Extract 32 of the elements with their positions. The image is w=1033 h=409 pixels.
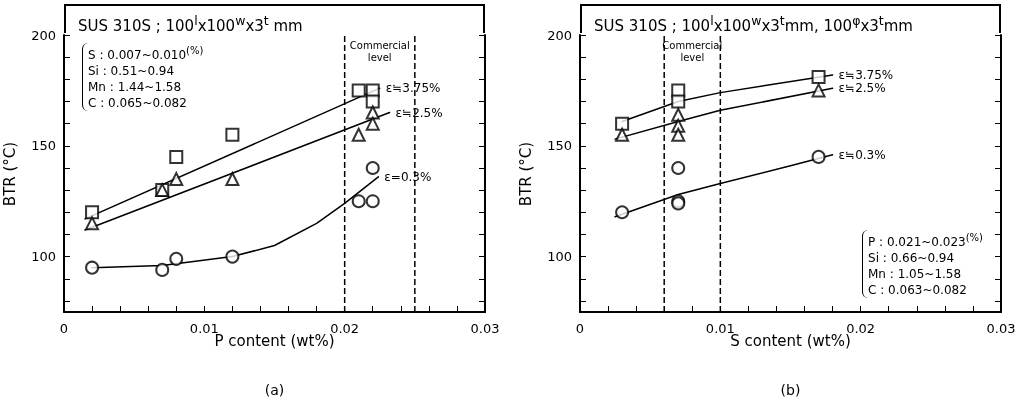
series-label: ε≒3.75% xyxy=(838,67,894,82)
y-tick-label: 200 xyxy=(31,27,56,43)
annotation: Si : 0.51~0.94 xyxy=(88,63,176,79)
text: (a) xyxy=(263,382,286,398)
chart-title: SUS 310S ; 100$^{l}$x100$^{w}$x3$^{t}$ mm xyxy=(64,4,485,35)
annotation: C : 0.065~0.082 xyxy=(88,95,188,111)
x-tick-label: 0.03 xyxy=(986,321,1016,336)
x-tick-label: 0.03 xyxy=(470,321,500,336)
y-axis-title: BTR (°C) xyxy=(517,141,536,206)
series-label: ε=0.3% xyxy=(384,169,432,184)
y-tick-label: 200 xyxy=(547,27,572,43)
y-tick-label: 150 xyxy=(547,138,572,154)
chart-title: SUS 310S ; 100$^{l}$x100$^{w}$x3$^{t}$mm, 100$^{φ}$x3$^{t}$mm xyxy=(594,13,913,35)
x-tick-label: 0 xyxy=(575,321,585,336)
annotation: Commercial level xyxy=(662,39,723,63)
series-label: ε≒2.5% xyxy=(395,105,443,120)
y-tick-label: 150 xyxy=(31,138,56,154)
series-label: ε≒3.75% xyxy=(385,81,441,96)
annotation: Si : 0.66~0.94 xyxy=(868,250,956,266)
annotation: P : 0.021~0.023$^{(%)}$ xyxy=(868,231,983,250)
y-axis-title: BTR (°C) xyxy=(1,141,20,206)
series-label: ε≒2.5% xyxy=(838,81,886,96)
annotation: S : 0.007~0.010$^{(%)}$ xyxy=(88,44,204,63)
text: (b) xyxy=(779,382,802,398)
annotation: Commercial level xyxy=(349,39,410,63)
x-tick-label: 0 xyxy=(59,321,69,336)
y-tick-label: 100 xyxy=(31,249,56,265)
series-label: ε≒0.3% xyxy=(838,147,886,162)
y-tick-label: 100 xyxy=(547,249,572,265)
annotation: Mn : 1.05~1.58 xyxy=(868,266,963,282)
annotation: C : 0.063~0.082 xyxy=(868,282,968,298)
annotation: Mn : 1.44~1.58 xyxy=(88,79,183,95)
